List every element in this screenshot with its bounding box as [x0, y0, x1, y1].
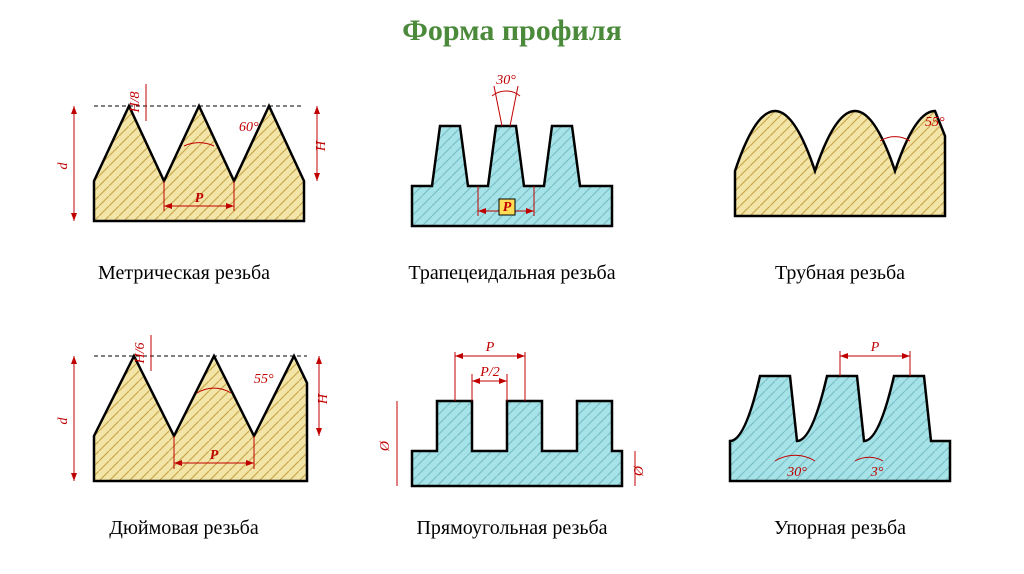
page-title: Форма профиля: [0, 0, 1024, 48]
cell-trapezoid: 30° P Трапецеидальная резьба: [348, 48, 676, 303]
svg-text:P: P: [485, 340, 495, 355]
svg-text:Ø: Ø: [378, 440, 393, 452]
svg-text:30°: 30°: [786, 465, 807, 480]
cell-inch: d H H/6 55° P Дюймовая рез: [20, 303, 348, 558]
svg-text:H/6: H/6: [133, 343, 148, 365]
svg-text:55°: 55°: [254, 372, 274, 387]
svg-text:60°: 60°: [239, 120, 259, 135]
diagram-square: P P/2 Ø Ø: [356, 313, 668, 509]
svg-text:P: P: [503, 200, 512, 215]
caption-trapezoid: Трапецеидальная резьба: [408, 262, 615, 285]
caption-square: Прямоугольная резьба: [416, 517, 607, 540]
diagram-buttress: P 30° 3°: [684, 313, 996, 509]
caption-buttress: Упорная резьба: [774, 517, 906, 540]
svg-text:d: d: [56, 417, 71, 425]
svg-text:H: H: [316, 393, 329, 405]
svg-text:P: P: [195, 191, 204, 206]
svg-text:P: P: [870, 340, 880, 355]
diagram-inch: d H H/6 55° P: [28, 313, 340, 509]
cell-metric: d H H/8 60° P Метрическая: [20, 48, 348, 303]
cell-pipe: 55° Трубная резьба: [676, 48, 1004, 303]
thread-grid: d H H/8 60° P Метрическая: [0, 48, 1024, 558]
caption-metric: Метрическая резьба: [98, 262, 270, 285]
cell-square: P P/2 Ø Ø Прямоугольная резьба: [348, 303, 676, 558]
diagram-pipe: 55°: [684, 58, 996, 254]
diagram-metric: d H H/8 60° P: [28, 58, 340, 254]
cell-buttress: P 30° 3° Упорная резьба: [676, 303, 1004, 558]
svg-text:P: P: [210, 448, 219, 463]
svg-text:55°: 55°: [925, 115, 945, 130]
caption-pipe: Трубная резьба: [775, 262, 905, 285]
svg-text:H: H: [314, 140, 329, 152]
svg-text:H/8: H/8: [128, 92, 143, 114]
caption-inch: Дюймовая резьба: [109, 517, 258, 540]
svg-text:d: d: [56, 162, 71, 170]
diagram-trapezoid: 30° P: [356, 58, 668, 254]
svg-text:3°: 3°: [870, 465, 884, 480]
svg-text:30°: 30°: [495, 73, 516, 88]
svg-text:Ø: Ø: [632, 465, 647, 477]
svg-text:P/2: P/2: [479, 365, 499, 380]
